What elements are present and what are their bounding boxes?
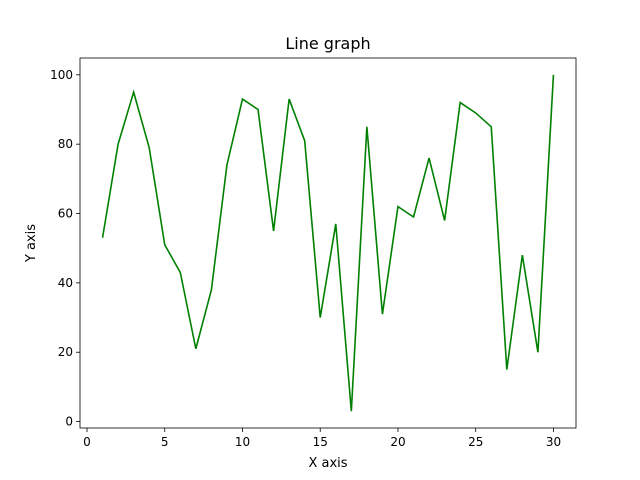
- x-axis-label: X axis: [308, 456, 347, 471]
- x-tick-label: 30: [546, 435, 561, 449]
- chart-title: Line graph: [285, 34, 370, 53]
- axes-frame: [79, 57, 577, 429]
- x-tick-label: 5: [161, 435, 169, 449]
- series-line: [101, 74, 555, 412]
- y-tick-label: 80: [58, 137, 73, 151]
- x-tick-label: 15: [313, 435, 328, 449]
- x-tick-label: 25: [468, 435, 483, 449]
- y-axis-ticks: 0 20 40 60 80 100: [50, 68, 80, 429]
- x-tick-label: 0: [83, 435, 91, 449]
- y-tick-label: 100: [50, 68, 73, 82]
- y-tick-label: 0: [65, 415, 73, 429]
- y-tick-label: 40: [58, 276, 73, 290]
- x-tick-label: 10: [235, 435, 250, 449]
- x-axis-ticks: 0 5 10 15 20 25 30: [83, 428, 561, 449]
- y-tick-label: 20: [58, 345, 73, 359]
- y-tick-label: 60: [58, 207, 73, 221]
- y-axis-label: Y axis: [24, 224, 39, 263]
- x-tick-label: 20: [390, 435, 405, 449]
